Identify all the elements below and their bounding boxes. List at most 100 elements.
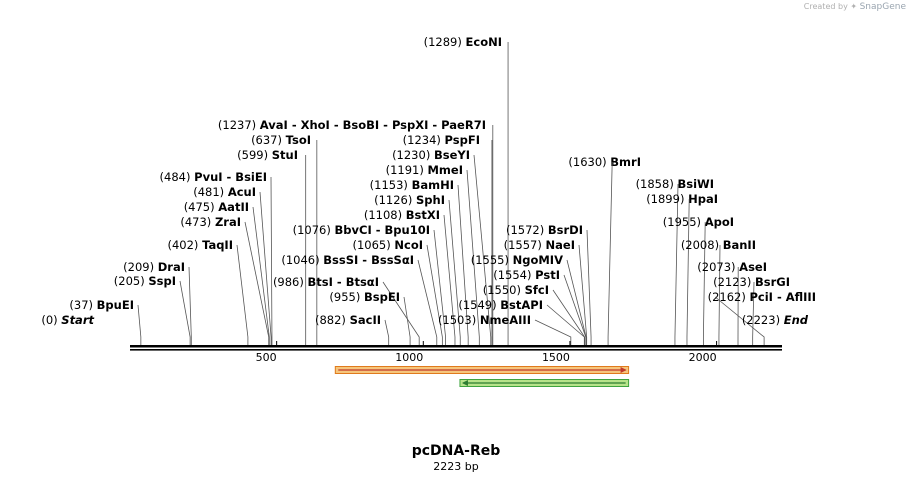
- site-connector: [752, 281, 755, 345]
- site-position: (1237): [218, 118, 260, 132]
- cut-site[interactable]: (0) Start: [41, 313, 94, 327]
- site-position: (1858): [636, 177, 678, 191]
- site-label: (1153) BamHI: [370, 178, 454, 192]
- site-position: (1076): [293, 223, 335, 237]
- site-connector: [686, 198, 690, 345]
- cut-site[interactable]: (2008) BanII: [681, 238, 756, 345]
- cut-site[interactable]: (1046) BssSI - BssSαI: [281, 253, 438, 345]
- backbone-top: [130, 345, 782, 348]
- site-position: (484): [160, 170, 195, 184]
- site-name: PvuI - BsiEI: [194, 170, 267, 184]
- site-connector: [718, 244, 721, 345]
- orange-feature-arrowhead: [620, 367, 627, 373]
- site-name: EcoNI: [466, 35, 502, 49]
- cut-site[interactable]: (1955) ApoI: [663, 215, 734, 345]
- site-position: (1554): [493, 268, 535, 282]
- site-label: (1108) BstXI: [364, 208, 440, 222]
- cut-site[interactable]: (1858) BsiWI: [636, 177, 714, 345]
- site-name: StuI: [272, 148, 298, 162]
- cut-site[interactable]: (986) BtsI - BtsαI: [273, 275, 420, 345]
- site-name: PstI: [535, 268, 560, 282]
- cut-site[interactable]: (637) TsoI: [251, 133, 318, 345]
- site-connector: [566, 259, 587, 345]
- site-connector: [552, 289, 586, 345]
- cut-site[interactable]: (37) BpuEI: [69, 298, 142, 345]
- site-position: (2123): [713, 275, 755, 289]
- site-label: (1076) BbvCI - Bpu10I: [293, 223, 430, 237]
- site-connector: [270, 176, 273, 345]
- cut-site[interactable]: (473) ZraI: [180, 215, 270, 345]
- site-label: (475) AatII: [184, 200, 249, 214]
- cut-site[interactable]: (1549) BstAPI: [458, 298, 585, 345]
- cut-site[interactable]: (2123) BsrGI: [713, 275, 790, 345]
- site-position: (1234): [403, 133, 445, 147]
- site-name: BstAPI: [500, 298, 543, 312]
- cut-site[interactable]: (1557) NaeI: [504, 238, 588, 345]
- site-connector: [382, 281, 420, 345]
- cut-site[interactable]: (1630) BmrI: [568, 155, 641, 345]
- site-name: AatII: [218, 200, 249, 214]
- site-label: (473) ZraI: [180, 215, 241, 229]
- credit-prefix: Created by: [803, 2, 848, 11]
- cut-site[interactable]: (599) StuI: [237, 148, 307, 345]
- cut-site[interactable]: (484) PvuI - BsiEI: [160, 170, 273, 345]
- green-feature[interactable]: [459, 379, 630, 387]
- site-connector: [578, 244, 588, 345]
- cut-site[interactable]: (209) DraI: [123, 260, 192, 345]
- site-name: BseYI: [434, 148, 470, 162]
- site-connector: [433, 229, 446, 345]
- site-position: (1549): [458, 298, 500, 312]
- site-connector: [473, 154, 492, 345]
- axis-tick-label: 1000: [395, 351, 423, 364]
- site-position: (1065): [352, 238, 394, 252]
- cut-site[interactable]: (205) SspI: [114, 274, 191, 345]
- site-name: NmeAIII: [480, 313, 531, 327]
- cut-site[interactable]: (1230) BseYI: [392, 148, 492, 345]
- site-position: (1503): [438, 313, 480, 327]
- site-position: (1046): [281, 253, 323, 267]
- cut-site[interactable]: (2073) AseI: [697, 260, 767, 345]
- orange-feature[interactable]: [334, 366, 630, 374]
- cut-site[interactable]: (1550) SfcI: [483, 283, 586, 345]
- cut-site[interactable]: (955) BspEI: [329, 290, 411, 345]
- cut-site[interactable]: (475) AatII: [184, 200, 270, 345]
- site-position: (1557): [504, 238, 546, 252]
- site-label: (986) BtsI - BtsαI: [273, 275, 379, 289]
- cut-site[interactable]: (1554) PstI: [493, 268, 587, 345]
- cut-site[interactable]: (1065) NcoI: [352, 238, 443, 345]
- site-name: BmrI: [610, 155, 641, 169]
- site-connector: [244, 221, 270, 345]
- cut-site[interactable]: (2223) End: [742, 313, 809, 327]
- cut-site[interactable]: (481) AcuI: [193, 185, 272, 345]
- site-name: SacII: [350, 313, 381, 327]
- site-label: (599) StuI: [237, 148, 298, 162]
- plasmid-name: pcDNA-Reb: [411, 443, 501, 459]
- cut-site[interactable]: (2162) PciI - AflIII: [708, 290, 816, 345]
- site-label: (1234) PspFI: [403, 133, 480, 147]
- site-label: (205) SspI: [114, 274, 176, 288]
- cut-site[interactable]: (1503) NmeAIII: [438, 313, 572, 345]
- site-position: (402): [167, 238, 202, 252]
- cut-site[interactable]: (402) TaqII: [167, 238, 249, 345]
- cut-site[interactable]: (1076) BbvCI - Bpu10I: [293, 223, 446, 345]
- cut-site[interactable]: (1572) BsrDI: [506, 223, 592, 345]
- site-position: (1289): [424, 35, 466, 49]
- site-name: AcuI: [228, 185, 256, 199]
- cut-site[interactable]: (1191) MmeI: [386, 163, 480, 345]
- cut-site[interactable]: (1153) BamHI: [370, 178, 469, 345]
- site-connector: [466, 169, 480, 345]
- cut-site[interactable]: (1234) PspFI: [403, 133, 493, 345]
- cut-site[interactable]: (1899) HpaI: [646, 192, 718, 345]
- site-label: (2073) AseI: [697, 260, 767, 274]
- cut-site[interactable]: (1555) NgoMIV: [471, 253, 587, 345]
- cut-site[interactable]: (1108) BstXI: [364, 208, 456, 345]
- cut-site[interactable]: (1289) EcoNI: [424, 35, 509, 345]
- cut-site[interactable]: (1237) AvaI - XhoI - BsoBI - PspXI - Pae…: [218, 118, 494, 345]
- site-name: AvaI - XhoI - BsoBI - PspXI - PaeR7I: [260, 118, 486, 132]
- site-connector: [448, 199, 461, 345]
- cut-site[interactable]: (882) SacII: [315, 313, 390, 345]
- site-label: (2223) End: [742, 313, 809, 327]
- site-position: (1955): [663, 215, 705, 229]
- cut-site[interactable]: (1126) SphI: [374, 193, 461, 345]
- site-connector: [259, 191, 272, 345]
